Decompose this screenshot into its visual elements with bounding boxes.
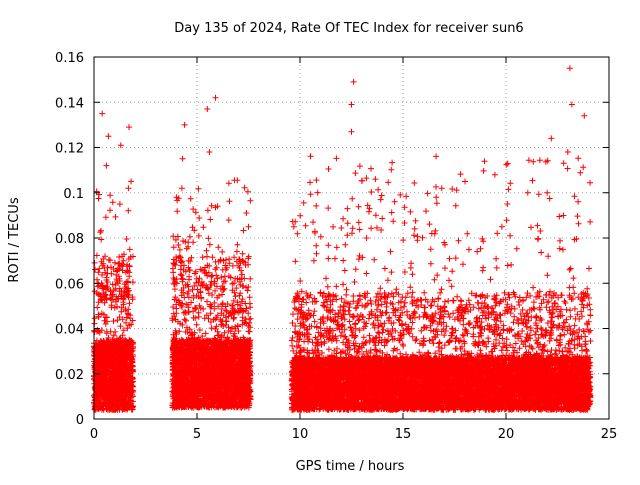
x-tick-label: 15 <box>395 427 412 442</box>
roti-point-markers <box>91 65 594 413</box>
chart-title: Day 135 of 2024, Rate Of TEC Index for r… <box>174 21 523 36</box>
axis-ticks <box>93 56 610 420</box>
y-tick-label: 0.08 <box>55 232 84 247</box>
y-axis-label: ROTI / TECUs <box>7 197 22 282</box>
tick-labels: 0 5 10 15 20 25 0 0.02 0.04 0.06 0.08 0.1 0.12 0.14 0.… <box>55 51 617 442</box>
y-tick-label: 0.06 <box>55 277 84 292</box>
x-axis-label: GPS time / hours <box>296 459 405 474</box>
y-tick-label: 0.02 <box>55 368 84 383</box>
data-points <box>91 65 594 413</box>
x-tick-label: 0 <box>90 427 98 442</box>
y-tick-label: 0.04 <box>55 323 84 338</box>
y-tick-label: 0.12 <box>55 142 84 157</box>
y-tick-label: 0.1 <box>63 187 84 202</box>
y-tick-label: 0.14 <box>55 96 84 111</box>
x-tick-label: 5 <box>193 427 201 442</box>
y-tick-label: 0.16 <box>55 51 84 66</box>
x-tick-label: 20 <box>498 427 515 442</box>
x-tick-label: 10 <box>292 427 309 442</box>
x-tick-label: 25 <box>601 427 618 442</box>
y-tick-label: 0 <box>76 413 84 428</box>
